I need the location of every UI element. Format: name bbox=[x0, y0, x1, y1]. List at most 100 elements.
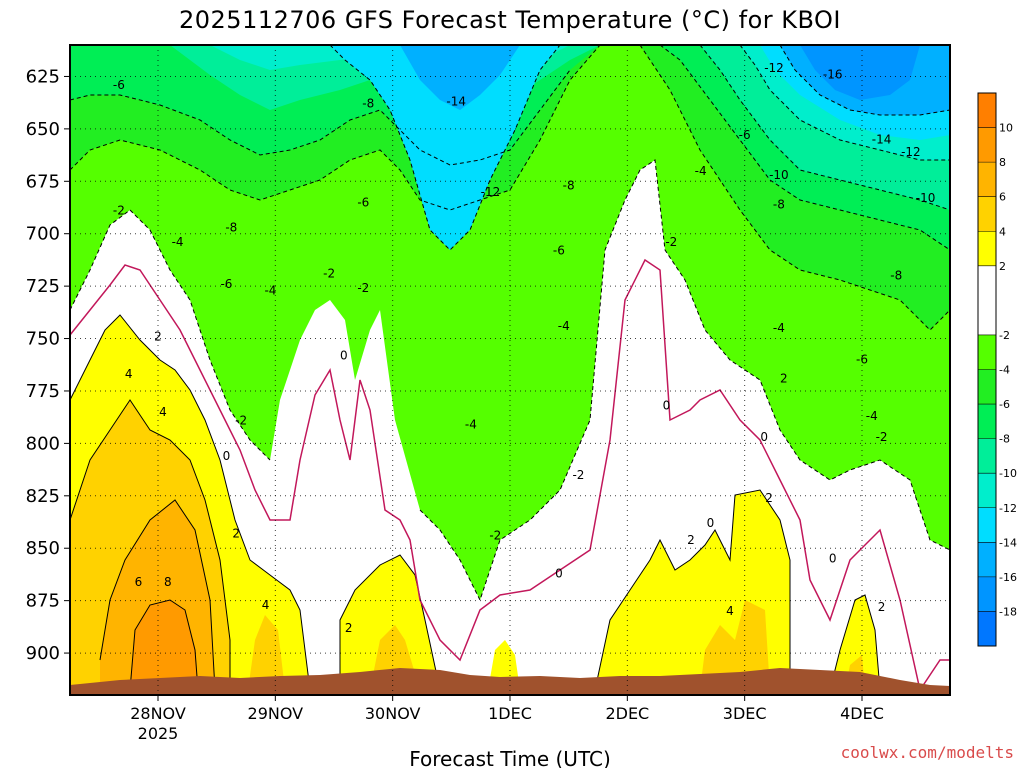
contour-label: -2 bbox=[876, 430, 888, 444]
plot-area bbox=[70, 45, 950, 695]
colorbar-tick-label: -14 bbox=[999, 536, 1017, 549]
colorbar-tick-label: 2 bbox=[999, 260, 1006, 273]
contour-label: -4 bbox=[866, 409, 878, 423]
contour-label: -12 bbox=[764, 61, 784, 75]
contour-label: -8 bbox=[362, 97, 374, 111]
y-tick-label: 800 bbox=[26, 433, 60, 454]
gridlines bbox=[70, 45, 950, 695]
colorbar-bin bbox=[978, 162, 996, 197]
colorbar-bin bbox=[978, 369, 996, 405]
colorbar-tick-label: -10 bbox=[999, 467, 1017, 480]
contour-label: -12 bbox=[901, 145, 921, 159]
colorbar-tick-label: -8 bbox=[999, 433, 1010, 446]
contour-label: -10 bbox=[769, 168, 789, 182]
y-tick-label: 625 bbox=[26, 66, 60, 87]
contour-label: -8 bbox=[890, 269, 902, 283]
contour-label: -4 bbox=[558, 319, 570, 333]
y-tick-label: 850 bbox=[26, 538, 60, 559]
x-tick-label: 4DEC bbox=[840, 704, 884, 723]
contour-label: 4 bbox=[262, 598, 270, 612]
y-tick-label: 900 bbox=[26, 643, 60, 664]
band-minus14 bbox=[330, 45, 950, 250]
colorbar-bin bbox=[978, 231, 996, 266]
contour-label: -6 bbox=[553, 243, 565, 257]
colorbar-tick-label: 10 bbox=[999, 122, 1013, 135]
contour-label: -16 bbox=[823, 67, 843, 81]
contour-label: -4 bbox=[264, 283, 276, 297]
colorbar-bin bbox=[978, 507, 996, 543]
x-tick-sublabel: 2025 bbox=[138, 724, 179, 743]
x-tick-label: 2DEC bbox=[605, 704, 649, 723]
contour-label: -8 bbox=[773, 197, 785, 211]
band-8to10 bbox=[130, 600, 198, 690]
contour-label: 4 bbox=[726, 604, 734, 618]
y-tick-label: 875 bbox=[26, 591, 60, 612]
colorbar-tick-label: 6 bbox=[999, 191, 1006, 204]
site-credit: coolwx.com/modelts bbox=[841, 743, 1014, 762]
contour-label: -6 bbox=[220, 277, 232, 291]
colorbar-bin bbox=[978, 334, 996, 370]
contour-label: -8 bbox=[563, 178, 575, 192]
contour-label: -2 bbox=[323, 267, 335, 281]
contour-label: 0 bbox=[829, 552, 837, 566]
colorbar-tick-label: -2 bbox=[999, 329, 1010, 342]
y-tick-label: 650 bbox=[26, 119, 60, 140]
x-tick-label: 28NOV bbox=[130, 704, 186, 723]
contour-label: -2 bbox=[113, 204, 125, 218]
y-tick-label: 675 bbox=[26, 171, 60, 192]
contour-label: -6 bbox=[113, 78, 125, 92]
colorbar-bin bbox=[978, 265, 996, 335]
contour-label: 0 bbox=[223, 449, 231, 463]
contour-label: -6 bbox=[856, 353, 868, 367]
terrain bbox=[70, 668, 950, 695]
y-tick-label: 775 bbox=[26, 381, 60, 402]
y-axis: 625 650 675 700 725 750 775 800 825 850 875 900 bbox=[26, 66, 70, 664]
colorbar-tick-label: 8 bbox=[999, 156, 1006, 169]
contour-label: -6 bbox=[739, 128, 751, 142]
contour-label: 4 bbox=[125, 367, 133, 381]
colorbar-tick-label: -18 bbox=[999, 605, 1017, 618]
colorbar-tick-label: 4 bbox=[999, 225, 1006, 238]
contour-label: 2 bbox=[687, 533, 695, 547]
contour-label: -4 bbox=[695, 164, 707, 178]
contour-label: -2 bbox=[235, 413, 247, 427]
colorbar-bin bbox=[978, 127, 996, 163]
x-tick-label: 1DEC bbox=[488, 704, 532, 723]
band-minus10 bbox=[170, 45, 950, 210]
contour-label: 2 bbox=[345, 621, 353, 635]
contour-label: 8 bbox=[164, 575, 172, 589]
colorbar-bin bbox=[978, 196, 996, 232]
contour-label: -4 bbox=[465, 418, 477, 432]
y-tick-label: 725 bbox=[26, 276, 60, 297]
colorbar-tick-label: -4 bbox=[999, 364, 1010, 377]
y-tick-label: 750 bbox=[26, 329, 60, 350]
contour-label: 2 bbox=[780, 371, 788, 385]
x-axis-label: Forecast Time (UTC) bbox=[409, 747, 611, 768]
colorbar: 10 8 6 4 2 -2 -4 -6 -8 -10 -12 -14 -16 -18 bbox=[977, 92, 1017, 647]
contour-label: -8 bbox=[225, 220, 237, 234]
colorbar-bin bbox=[978, 576, 996, 612]
contour-label: -4 bbox=[172, 235, 184, 249]
y-tick-label: 825 bbox=[26, 486, 60, 507]
contour-labels: -6 -2 -4 2 4 4 0 2 6 8 -8 -6 -4 -2 4 -8 -6 -2 -2 0 2 -14 -12 -8… bbox=[113, 61, 936, 635]
contour-label: 2 bbox=[765, 491, 773, 505]
contour-label: 0 bbox=[760, 430, 768, 444]
colorbar-bin bbox=[978, 438, 996, 474]
colorbar-tick-label: -12 bbox=[999, 502, 1017, 515]
y-tick-label: 700 bbox=[26, 224, 60, 245]
x-tick-label: 3DEC bbox=[723, 704, 767, 723]
contour-label: 0 bbox=[555, 566, 563, 580]
colorbar-bin bbox=[978, 93, 996, 128]
contour-label: 6 bbox=[135, 575, 143, 589]
band-2to4 bbox=[70, 315, 880, 690]
negative-contours bbox=[70, 45, 950, 602]
contour-label: -10 bbox=[916, 191, 936, 205]
contour-label: -14 bbox=[446, 95, 466, 109]
colorbar-tick-label: -6 bbox=[999, 398, 1010, 411]
contour-label: -4 bbox=[773, 321, 785, 335]
x-tick-label: 29NOV bbox=[248, 704, 304, 723]
chart-title: 2025112706 GFS Forecast Temperature (°C)… bbox=[179, 6, 841, 34]
zero-degree-line bbox=[70, 258, 950, 692]
